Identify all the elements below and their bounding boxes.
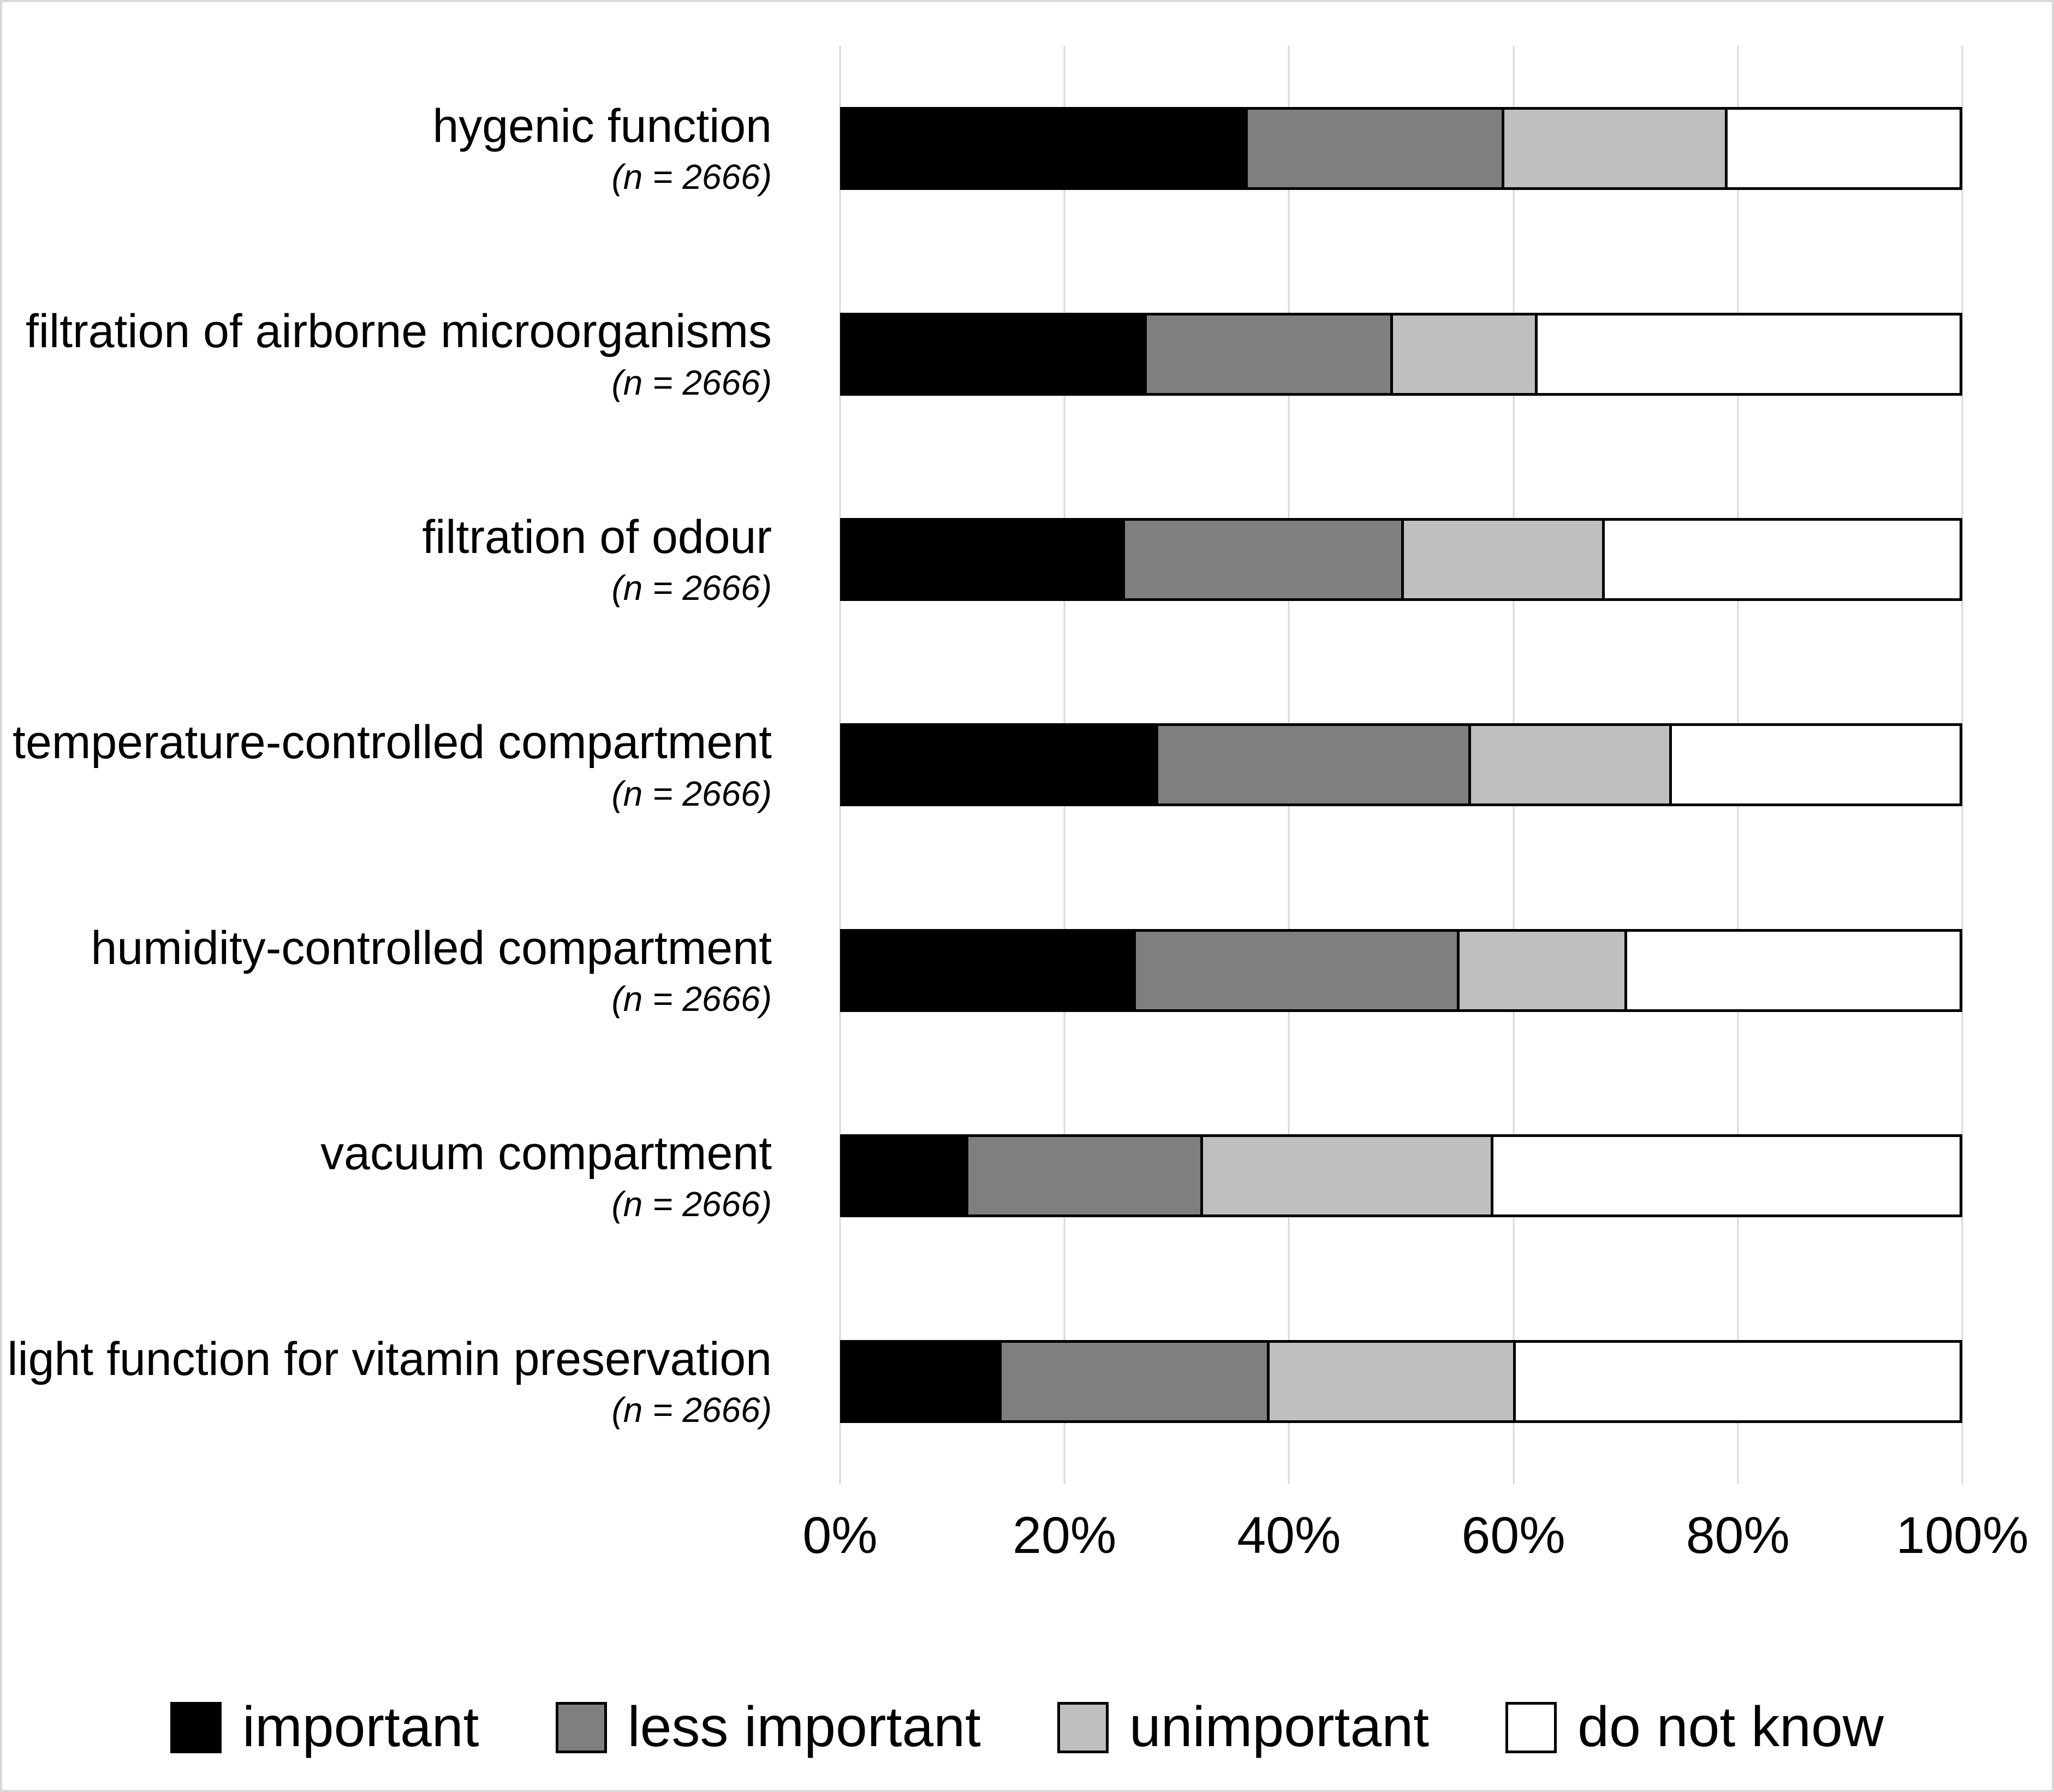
bar-segment-do-not-know bbox=[1490, 1137, 1960, 1215]
bar-segment-less-important bbox=[1122, 521, 1401, 599]
bar-segment-unimportant bbox=[1200, 1137, 1491, 1215]
bar-segment-less-important bbox=[1133, 931, 1457, 1009]
stacked-bar-humidity-controlled-compartment bbox=[840, 928, 1962, 1012]
bars-container bbox=[840, 46, 1962, 1484]
bar-row-vacuum-compartment bbox=[840, 1073, 1962, 1278]
category-label-light-function-for-vitamin-preservation: light function for vitamin preservation (… bbox=[7, 1279, 802, 1484]
bar-row-hygenic-function bbox=[840, 46, 1962, 251]
category-label-humidity-controlled-compartment: humidity-controlled compartment (n = 2666… bbox=[8, 868, 802, 1073]
stacked-bar-hygenic-function bbox=[840, 107, 1962, 190]
legend-item-unimportant: unimportant bbox=[1057, 1695, 1429, 1760]
bar-segment-less-important bbox=[1144, 315, 1390, 393]
bar-segment-important bbox=[843, 110, 1245, 188]
bar-segment-do-not-know bbox=[1624, 931, 1960, 1009]
bar-segment-unimportant bbox=[1390, 315, 1535, 393]
x-axis-ticks: 0% 20% 40% 60% 80% 100% bbox=[802, 1506, 2028, 1577]
x-tick-40: 40% bbox=[1237, 1507, 1341, 1564]
bar-row-temperature-controlled-compartment bbox=[840, 662, 1962, 867]
bar-segment-important bbox=[843, 726, 1156, 804]
x-tick-60: 60% bbox=[1461, 1507, 1565, 1564]
category-name: filtration of odour bbox=[422, 510, 772, 563]
x-tick-80: 80% bbox=[1686, 1507, 1790, 1564]
category-sample-size: (n = 2666) bbox=[611, 362, 772, 402]
legend-item-less-important: less important bbox=[555, 1695, 981, 1760]
category-sample-size: (n = 2666) bbox=[611, 1184, 772, 1224]
category-label-filtration-of-airborne-microorganisms: filtration of airborne microorganisms (n … bbox=[8, 251, 802, 456]
legend-item-important: important bbox=[170, 1695, 479, 1760]
legend-swatch-less-important bbox=[555, 1701, 607, 1753]
legend: important less important unimportant do not… bbox=[2, 1695, 2052, 1760]
category-sample-size: (n = 2666) bbox=[611, 568, 772, 608]
category-axis-labels: hygenic function (n = 2666) filtration of … bbox=[7, 46, 802, 1484]
category-name: light function for vitamin preservation bbox=[7, 1332, 772, 1385]
category-name: humidity-controlled compartment bbox=[91, 921, 772, 974]
legend-swatch-unimportant bbox=[1057, 1701, 1109, 1753]
bar-row-humidity-controlled-compartment bbox=[840, 868, 1962, 1073]
x-tick-20: 20% bbox=[1013, 1507, 1117, 1564]
bar-segment-less-important bbox=[999, 1342, 1267, 1420]
bar-segment-important bbox=[843, 521, 1122, 599]
category-label-hygenic-function: hygenic function (n = 2666) bbox=[8, 46, 802, 251]
legend-swatch-do-not-know bbox=[1505, 1701, 1557, 1753]
category-name: temperature-controlled compartment bbox=[13, 716, 772, 769]
stacked-bar-filtration-of-odour bbox=[840, 518, 1962, 602]
category-label-vacuum-compartment: vacuum compartment (n = 2666) bbox=[8, 1073, 802, 1278]
bar-segment-unimportant bbox=[1502, 110, 1725, 188]
category-sample-size: (n = 2666) bbox=[611, 773, 772, 813]
stacked-bar-filtration-of-airborne-microorganisms bbox=[840, 312, 1962, 396]
category-name: hygenic function bbox=[432, 100, 772, 153]
bar-segment-do-not-know bbox=[1535, 315, 1960, 393]
bar-segment-do-not-know bbox=[1513, 1342, 1960, 1420]
bar-segment-unimportant bbox=[1267, 1342, 1513, 1420]
bar-segment-important bbox=[843, 315, 1145, 393]
plot-area bbox=[839, 46, 1963, 1484]
bar-segment-less-important bbox=[966, 1137, 1200, 1215]
bar-segment-unimportant bbox=[1468, 726, 1670, 804]
bar-segment-less-important bbox=[1245, 110, 1502, 188]
bar-row-light-function-for-vitamin-preservation bbox=[840, 1279, 1962, 1484]
category-sample-size: (n = 2666) bbox=[611, 979, 772, 1019]
bar-segment-important bbox=[843, 931, 1133, 1009]
bar-row-filtration-of-odour bbox=[840, 457, 1962, 662]
x-tick-0: 0% bbox=[802, 1507, 878, 1564]
legend-label: less important bbox=[627, 1695, 981, 1759]
category-name: vacuum compartment bbox=[320, 1127, 772, 1180]
bar-row-filtration-of-airborne-microorganisms bbox=[840, 251, 1962, 456]
bar-segment-important bbox=[843, 1137, 966, 1215]
category-name: filtration of airborne microorganisms bbox=[26, 305, 772, 358]
x-tick-100: 100% bbox=[1896, 1507, 2029, 1564]
legend-label: do not know bbox=[1577, 1695, 1884, 1759]
legend-label: unimportant bbox=[1129, 1695, 1430, 1759]
gridline-100 bbox=[1961, 46, 1963, 1484]
stacked-bar-temperature-controlled-compartment bbox=[840, 723, 1962, 807]
bar-segment-unimportant bbox=[1401, 521, 1603, 599]
category-label-filtration-of-odour: filtration of odour (n = 2666) bbox=[8, 457, 802, 662]
legend-swatch-important bbox=[170, 1701, 222, 1753]
stacked-bar-light-function-for-vitamin-preservation bbox=[840, 1339, 1962, 1423]
stacked-bar-vacuum-compartment bbox=[840, 1134, 1962, 1218]
bar-segment-less-important bbox=[1155, 726, 1468, 804]
legend-item-do-not-know: do not know bbox=[1505, 1695, 1884, 1760]
bar-segment-do-not-know bbox=[1725, 110, 1960, 188]
legend-label: important bbox=[242, 1695, 479, 1759]
bar-segment-do-not-know bbox=[1669, 726, 1960, 804]
bar-segment-do-not-know bbox=[1602, 521, 1960, 599]
bar-segment-unimportant bbox=[1457, 931, 1625, 1009]
bar-segment-important bbox=[843, 1342, 999, 1420]
category-sample-size: (n = 2666) bbox=[611, 157, 772, 197]
category-sample-size: (n = 2666) bbox=[611, 1390, 772, 1430]
category-label-temperature-controlled-compartment: temperature-controlled compartment (n = 2… bbox=[8, 662, 802, 867]
